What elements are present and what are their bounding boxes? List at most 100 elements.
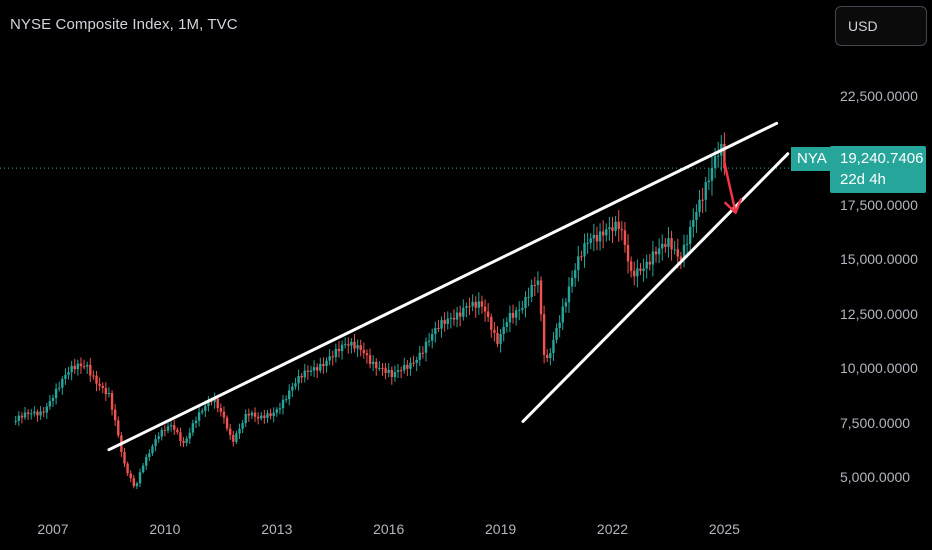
candle-body	[154, 439, 157, 447]
candle-body	[670, 238, 673, 250]
down-arrow-annotation[interactable]	[723, 161, 743, 214]
candle-body	[617, 221, 620, 230]
candle-body	[508, 312, 512, 323]
candle-body	[169, 425, 173, 427]
x-tick-label: 2016	[373, 521, 405, 537]
candle-body	[70, 365, 73, 373]
candle-body	[42, 411, 45, 413]
candle-body	[623, 230, 627, 245]
y-tick-label: 10,000.0000	[840, 360, 918, 377]
candle-body	[278, 408, 282, 410]
candle-body	[67, 372, 70, 375]
candle-body	[449, 317, 453, 319]
candle-body	[633, 270, 636, 277]
candle-body	[477, 301, 481, 308]
candle-body	[319, 363, 322, 371]
currency-label: USD	[848, 18, 878, 34]
candle-body	[117, 420, 120, 436]
x-tick-label: 2007	[37, 521, 69, 537]
candle-body	[468, 306, 471, 308]
candle-body	[228, 428, 232, 435]
x-tick-label: 2022	[596, 521, 629, 537]
candle-body	[210, 401, 213, 403]
candle-body	[312, 367, 316, 371]
candle-body	[521, 307, 524, 310]
trendline-upper[interactable]	[107, 121, 779, 452]
candle-body	[359, 345, 362, 351]
candle-body	[253, 412, 257, 417]
candle-body	[148, 453, 151, 458]
candle-body	[343, 344, 347, 346]
candle-body	[353, 341, 356, 349]
candle-body	[281, 399, 285, 409]
candle-body	[605, 229, 608, 236]
candle-body	[471, 301, 474, 307]
candle-body	[110, 393, 114, 410]
candle-body	[123, 452, 126, 464]
candle-body	[558, 322, 561, 329]
candle-body	[160, 429, 163, 437]
candle-body	[570, 277, 574, 287]
candle-body	[73, 365, 76, 370]
currency-button[interactable]: USD	[835, 6, 927, 46]
candle-body	[704, 182, 707, 200]
last-price-value: 19,240.7406	[840, 150, 924, 167]
candle-body	[82, 366, 86, 368]
candle-body	[437, 328, 440, 330]
candle-body	[396, 370, 400, 372]
y-tick-label: 22,500.0000	[840, 88, 918, 105]
candle-body	[92, 375, 95, 377]
candle-body	[586, 242, 589, 244]
arrow-shaft	[723, 161, 737, 214]
candle-body	[365, 353, 369, 356]
candle-body	[247, 413, 251, 416]
candle-body	[440, 320, 443, 329]
candle-body	[194, 420, 198, 424]
candle-body	[185, 438, 188, 443]
candle-body	[636, 268, 639, 277]
trendline-lower[interactable]	[521, 152, 790, 423]
candle-body	[191, 423, 195, 433]
last-price-badge: 19,240.7406 22d 4h	[830, 146, 926, 193]
candle-body	[381, 367, 384, 369]
candle-body	[188, 432, 191, 439]
arrow-head	[724, 201, 737, 214]
candle-body	[524, 297, 527, 308]
candle-body	[561, 306, 564, 323]
candle-body	[173, 425, 176, 430]
candle-body	[275, 409, 278, 413]
candle-body	[486, 311, 490, 317]
candle-body	[651, 251, 655, 265]
candle-body	[334, 348, 338, 358]
candle-body	[45, 406, 48, 413]
candle-body	[496, 332, 499, 344]
candle-body	[163, 429, 167, 431]
candle-body	[409, 362, 412, 369]
candle-body	[390, 369, 394, 378]
candle-body	[238, 428, 241, 434]
candle-body	[431, 334, 434, 341]
candle-body	[101, 385, 104, 388]
symbol-badge: NYA	[791, 147, 833, 171]
chart-title: NYSE Composite Index, 1M, TVC	[10, 16, 238, 33]
candle-body	[490, 316, 493, 330]
trendlines[interactable]	[107, 121, 790, 452]
candle-body	[424, 341, 428, 353]
candle-body	[589, 238, 592, 243]
candle-body	[710, 167, 714, 181]
candle-body	[263, 415, 266, 418]
candle-body	[225, 417, 229, 429]
candlestick-series	[14, 132, 726, 490]
candle-body	[598, 231, 602, 242]
candle-body	[574, 270, 577, 278]
candle-body	[256, 416, 260, 419]
candle-body	[421, 352, 425, 354]
candle-body	[145, 457, 148, 466]
candle-body	[316, 367, 319, 371]
candle-body	[126, 463, 129, 474]
candle-body	[583, 243, 586, 257]
candle-body	[51, 398, 55, 401]
candle-body	[20, 415, 24, 418]
candle-body	[511, 312, 515, 318]
